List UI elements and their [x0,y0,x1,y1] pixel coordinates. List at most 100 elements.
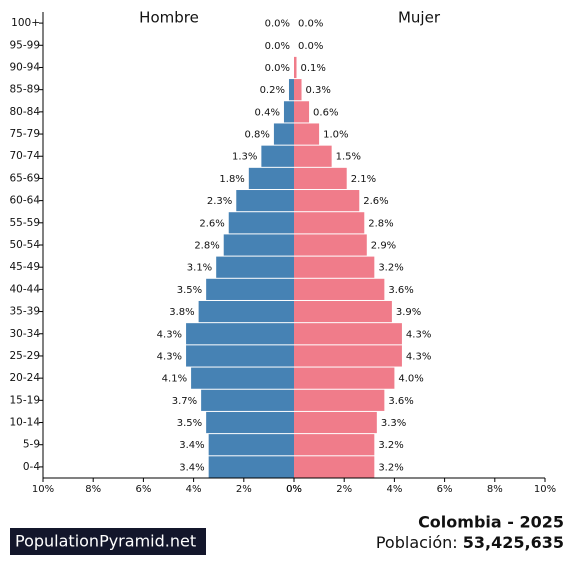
x-tick-label: 4% [186,484,202,495]
y-tick-label: 15-19 [9,394,40,406]
value-label: 3.1% [187,263,212,274]
x-tick-label: 4% [386,484,402,495]
value-label: 0.6% [313,107,338,118]
x-tick-label: 8% [487,484,503,495]
value-label: 0.0% [265,63,290,74]
value-label: 0.0% [265,41,290,52]
y-tick-label: 55-59 [9,217,40,229]
x-tick-label: 6% [135,484,151,495]
value-label: 4.3% [157,329,182,340]
bar [236,190,294,212]
bar [294,256,375,278]
value-label: 3.3% [381,418,406,429]
value-label: 0.0% [298,19,323,30]
x-tick-label: 8% [85,484,101,495]
value-label: 0.8% [245,130,270,141]
value-label: 1.8% [219,174,244,185]
y-tick-label: 65-69 [9,172,40,184]
value-label: 3.8% [169,307,194,318]
bar [261,145,294,167]
population-label: Población: [376,533,458,552]
bar [294,56,297,79]
value-label: 1.5% [336,152,361,163]
value-label: 2.3% [207,196,232,207]
bar [186,323,294,345]
value-label: 3.2% [378,263,403,274]
bar [288,79,294,101]
value-label: 4.3% [406,329,431,340]
value-label: 3.2% [378,462,403,473]
value-label: 3.9% [396,307,421,318]
value-label: 0.2% [260,85,285,96]
site-badge [10,528,206,555]
bar [191,367,294,389]
value-label: 0.3% [306,85,331,96]
bar [283,101,294,123]
value-label: 2.8% [368,218,393,229]
bar [294,101,310,123]
y-tick-label: 30-34 [9,328,40,340]
bar [294,367,395,389]
bar [294,212,365,234]
value-label: 3.4% [179,462,204,473]
bar [294,300,392,323]
bar [198,300,294,323]
value-label: 3.5% [177,285,202,296]
y-tick-label: 75-79 [9,128,40,140]
y-tick-label: 35-39 [9,306,40,318]
value-label: 1.3% [232,152,257,163]
x-tick-label: 2% [236,484,252,495]
value-label: 4.1% [162,374,187,385]
value-label: 0.1% [301,63,326,74]
bar [294,434,375,456]
bar [294,79,302,101]
bar [294,389,385,411]
y-tick-label: 95-99 [9,39,40,51]
value-label: 4.3% [157,351,182,362]
y-tick-label: 70-74 [9,150,40,162]
x-tick-label: 2% [336,484,352,495]
bar [273,123,294,145]
value-label: 0.0% [298,41,323,52]
bar [294,123,320,145]
bar [294,234,367,256]
x-tick-label: 0% [286,484,302,495]
bar [294,167,347,190]
bar [294,323,402,345]
value-label: 1.0% [323,130,348,141]
y-tick-label: 40-44 [9,283,40,295]
y-tick-label: 45-49 [9,261,40,273]
footer-heading: Colombia - 2025 [418,513,564,532]
y-tick-label: 10-14 [9,417,40,429]
bar [206,278,294,300]
y-tick-label: 90-94 [9,61,40,73]
site-name: PopulationPyramid.net [15,532,196,551]
bar [186,345,294,367]
y-tick-label: 25-29 [9,350,40,362]
bar [216,256,294,278]
value-label: 2.8% [194,241,219,252]
value-label: 4.0% [398,374,423,385]
bar [294,411,377,434]
value-label: 2.1% [351,174,376,185]
value-label: 3.6% [388,396,413,407]
value-label: 3.2% [378,440,403,451]
y-tick-label: 80-84 [9,106,40,118]
bar [201,389,294,411]
x-tick-label: 10% [534,484,556,495]
value-label: 3.4% [179,440,204,451]
value-label: 0.0% [265,19,290,30]
bar [223,234,294,256]
bar [294,145,332,167]
y-tick-label: 50-54 [9,239,40,251]
value-label: 2.9% [371,241,396,252]
bar [294,278,385,300]
bar [294,190,360,212]
value-label: 2.6% [363,196,388,207]
bar [206,411,294,434]
bar [208,434,294,456]
x-tick-label: 10% [32,484,54,495]
y-tick-label: 20-24 [9,372,40,384]
